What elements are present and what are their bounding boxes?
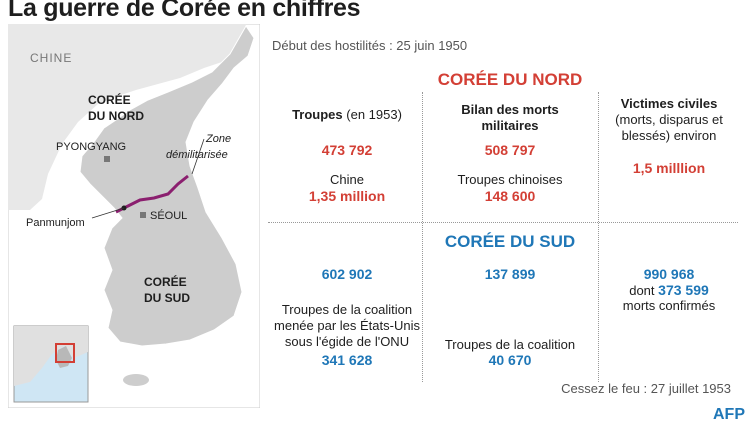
military-deaths-coalition-value: 40 670	[488, 352, 532, 368]
afp-logo: AFP	[713, 406, 745, 423]
dmz-line	[115, 174, 189, 214]
start-date: Début des hostilités : 25 juin 1950	[272, 38, 468, 53]
seoul-label: SÉOUL	[150, 209, 187, 222]
divider-right	[598, 92, 599, 382]
panmunjom-pointer	[91, 207, 125, 219]
troops-china-value: 1,35 million	[308, 188, 386, 204]
inset-land	[14, 326, 88, 386]
military-deaths-chinese-value: 148 600	[484, 188, 536, 204]
north-korea-header: CORÉE DU NORD	[437, 70, 583, 89]
civilians-label: Victimes civiles	[620, 96, 718, 111]
troops-coalition-label: Troupes de la coalition menée par les Ét…	[274, 302, 420, 349]
north-korea-label-2: DU NORD	[88, 109, 144, 123]
korea-peninsula	[79, 25, 255, 347]
ceasefire-date: Cessez le feu : 27 juillet 1953	[561, 381, 731, 396]
civilians-north-value: 1,5 milllion	[632, 160, 706, 176]
korea-map: CHINE CORÉE DU NORD PYONGYANG Zone démil…	[8, 24, 260, 408]
south-korea-header: CORÉE DU SUD	[444, 232, 576, 251]
inset-highlight	[55, 343, 75, 363]
troops-north-value: 473 792	[321, 142, 373, 158]
civilians-confirmed: dont 373 599	[604, 282, 734, 299]
troops-coalition-value: 341 628	[321, 352, 373, 368]
military-deaths-coalition-label: Troupes de la coalition	[444, 337, 576, 352]
troops-china-label: Chine	[330, 172, 364, 187]
dmz-label-2: démilitarisée	[166, 149, 228, 161]
troops-label-main: Troupes	[292, 107, 343, 122]
dmz-label-1: Zone	[205, 133, 231, 145]
military-deaths-label: Bilan des morts militaires	[461, 102, 559, 133]
civilians-confirmed-value: 373 599	[658, 282, 709, 298]
military-deaths-south-value: 137 899	[484, 266, 536, 282]
page-title: La guerre de Corée en chiffres	[8, 0, 361, 22]
military-deaths-north-value: 508 797	[484, 142, 536, 158]
dmz-pointer	[191, 138, 205, 175]
seoul-marker	[140, 212, 146, 218]
civilians-confirmed-suffix: morts confirmés	[622, 298, 716, 313]
south-korea-label-1: CORÉE	[144, 274, 187, 289]
pyongyang-marker	[104, 156, 110, 162]
china-land	[8, 24, 246, 210]
troops-label-suffix: (en 1953)	[346, 107, 402, 122]
china-label: CHINE	[30, 51, 72, 65]
jeju-island	[123, 374, 149, 386]
civilians-confirmed-prefix: dont	[629, 283, 655, 298]
north-korea-label-1: CORÉE	[88, 92, 131, 107]
panmunjom-label: Panmunjom	[26, 217, 85, 229]
civilians-south-value: 990 968	[643, 266, 695, 282]
divider-middle	[268, 222, 738, 223]
civilians-note: (morts, disparus et blessés) environ	[615, 112, 723, 143]
south-korea-label-2: DU SUD	[144, 291, 190, 305]
pyongyang-label: PYONGYANG	[56, 141, 126, 153]
military-deaths-chinese-label: Troupes chinoises	[457, 172, 563, 187]
troops-label: Troupes (en 1953)	[272, 107, 422, 123]
divider-left	[422, 92, 423, 382]
troops-south-value: 602 902	[321, 266, 373, 282]
